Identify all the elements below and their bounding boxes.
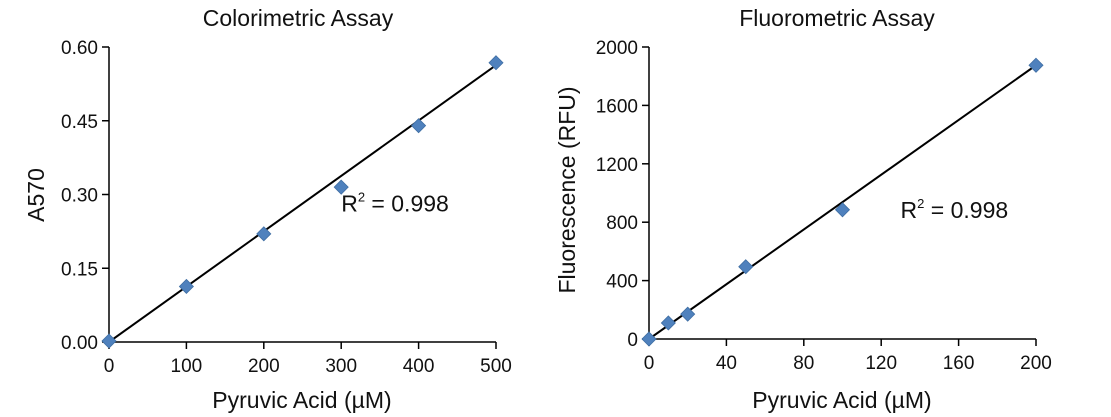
y-axis-label: Fluorescence (RFU) [554,86,580,293]
x-tick-label: 80 [793,353,814,374]
data-point [660,315,676,331]
data-points [101,55,504,349]
data-point [738,259,754,275]
y-ticks: 0.00 0.15 0.30 0.45 0.60 [61,38,109,354]
r-squared-annotation: R2 = 0.998 [901,196,1009,223]
x-tick-label: 200 [248,356,280,377]
chart-title: Colorimetric Assay [203,5,394,31]
x-tick-label: 100 [171,356,203,377]
x-tick-label: 0 [644,353,655,374]
y-tick-label: 400 [606,272,638,293]
y-tick-label: 1600 [596,96,638,117]
y-axis-label: A570 [23,168,49,222]
trendline [108,64,497,343]
x-tick-label: 300 [325,356,357,377]
y-tick-label: 0.60 [61,38,98,59]
x-tick-label: 500 [480,356,512,377]
y-tick-label: 1200 [596,155,638,176]
trendline [648,64,1037,340]
x-axis-label: Pyruvic Acid (µM) [752,387,931,413]
data-point [488,55,504,71]
y-tick-label: 0.00 [61,333,98,354]
x-ticks: 0 40 80 120 160 200 [644,339,1052,374]
x-tick-label: 120 [865,353,897,374]
y-tick-label: 0.15 [61,259,98,280]
data-point [641,331,657,347]
y-ticks: 0 400 800 1200 1600 2000 [596,38,649,351]
data-points [641,57,1044,347]
y-tick-label: 0.45 [61,112,98,133]
x-axis-label: Pyruvic Acid (µM) [212,387,391,413]
y-tick-label: 0 [627,330,638,351]
y-tick-label: 2000 [596,38,638,59]
data-point [333,179,349,195]
r-squared-annotation: R2 = 0.998 [341,190,449,217]
data-point [834,202,851,218]
chart-title: Fluorometric Assay [739,5,935,31]
x-tick-label: 400 [403,356,435,377]
x-tick-label: 200 [1020,353,1052,374]
x-ticks: 0 100 200 300 400 500 [104,342,512,377]
data-point [1028,57,1044,73]
colorimetric-chart: Colorimetric Assay 0.000.150.300.450.60 … [23,5,512,413]
x-tick-label: 0 [104,356,115,377]
data-point [680,306,696,322]
data-point [101,333,117,349]
data-point [178,278,194,295]
y-tick-label: 800 [606,213,638,234]
x-tick-label: 160 [943,353,975,374]
data-point [411,118,427,134]
x-tick-label: 40 [716,353,737,374]
y-tick-label: 0.30 [61,186,98,207]
data-point [256,226,272,242]
